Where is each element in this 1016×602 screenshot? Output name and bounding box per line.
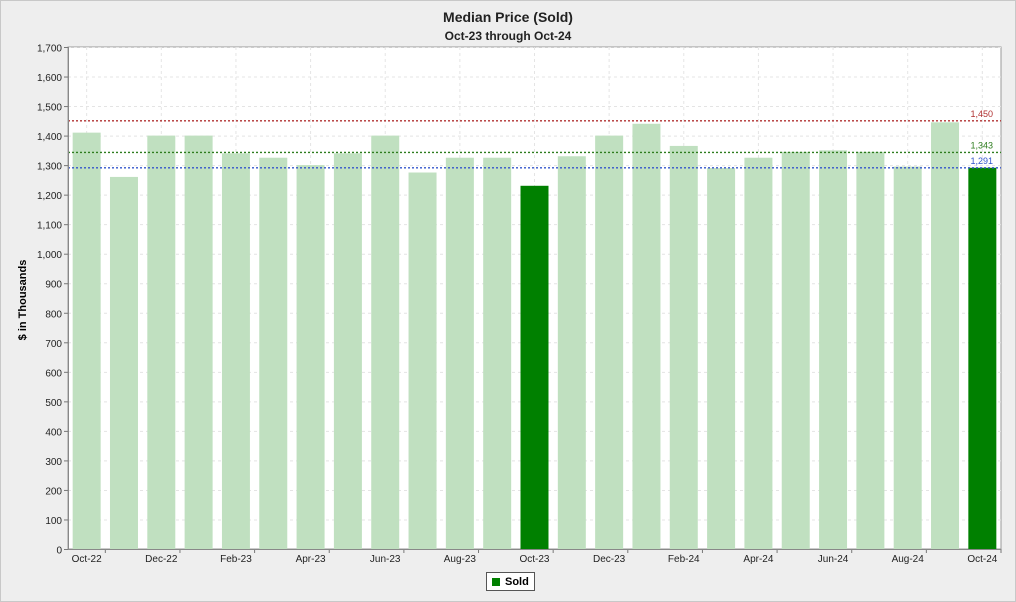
bar <box>445 157 474 549</box>
x-tick-label: Jun-24 <box>818 554 849 565</box>
bar <box>333 153 362 549</box>
x-tick-label: Oct-22 <box>72 554 102 565</box>
bar <box>520 185 549 549</box>
x-tick-label: Aug-23 <box>444 554 477 565</box>
bar <box>893 166 922 549</box>
bar <box>109 176 138 549</box>
x-tick-label: Dec-22 <box>145 554 178 565</box>
bar <box>931 122 960 550</box>
legend-swatch <box>492 577 500 586</box>
x-tick-label: Jun-23 <box>370 554 401 565</box>
y-tick-label: 500 <box>45 398 62 409</box>
bar <box>595 135 624 549</box>
bar <box>669 145 698 549</box>
bar <box>968 167 997 549</box>
bar <box>184 135 213 549</box>
bar <box>856 151 885 549</box>
y-tick-label: 400 <box>45 427 62 438</box>
x-tick-label: Oct-23 <box>519 554 549 565</box>
x-tick-label: Apr-24 <box>743 554 773 565</box>
legend-label: Sold <box>505 575 529 588</box>
bar <box>632 123 661 549</box>
y-tick-label: 1,300 <box>37 162 62 173</box>
x-tick-label: Dec-23 <box>593 554 626 565</box>
y-tick-label: 1,000 <box>37 250 62 261</box>
x-tick-label: Aug-24 <box>892 554 925 565</box>
bar <box>707 168 736 549</box>
y-tick-label: 200 <box>45 486 62 497</box>
reference-line-label: 1,343 <box>970 140 993 150</box>
y-tick-label: 700 <box>45 339 62 350</box>
y-tick-label: 1,200 <box>37 191 62 202</box>
legend[interactable]: Sold <box>486 572 535 591</box>
y-tick-label: 600 <box>45 368 62 379</box>
x-tick-label: Oct-24 <box>967 554 997 565</box>
y-tick-label: 100 <box>45 516 62 527</box>
y-tick-label: 300 <box>45 457 62 468</box>
reference-line-label: 1,450 <box>970 109 993 119</box>
bar <box>744 157 773 549</box>
y-tick-label: 1,500 <box>37 103 62 114</box>
bar <box>408 172 437 549</box>
y-tick-label: 1,600 <box>37 73 62 84</box>
y-tick-label: 0 <box>56 546 62 557</box>
bar <box>557 156 586 549</box>
y-tick-label: 1,400 <box>37 132 62 143</box>
x-tick-label: Apr-23 <box>296 554 326 565</box>
reference-line-label: 1,291 <box>970 156 993 166</box>
bar <box>483 157 512 549</box>
bar <box>72 132 101 549</box>
bar <box>221 153 250 549</box>
x-tick-label: Feb-24 <box>668 554 700 565</box>
y-tick-label: 900 <box>45 280 62 291</box>
y-tick-label: 1,700 <box>37 44 62 55</box>
chart-subtitle: Oct-23 through Oct-24 <box>444 29 572 43</box>
bar <box>296 165 325 549</box>
bar <box>819 150 848 549</box>
bar <box>371 135 400 549</box>
y-tick-label: 800 <box>45 309 62 320</box>
bar <box>147 135 176 549</box>
x-tick-label: Feb-23 <box>220 554 252 565</box>
bar <box>781 151 810 549</box>
y-tick-label: 1,100 <box>37 221 62 232</box>
bar <box>259 157 288 549</box>
chart-title: Median Price (Sold) <box>443 9 573 25</box>
